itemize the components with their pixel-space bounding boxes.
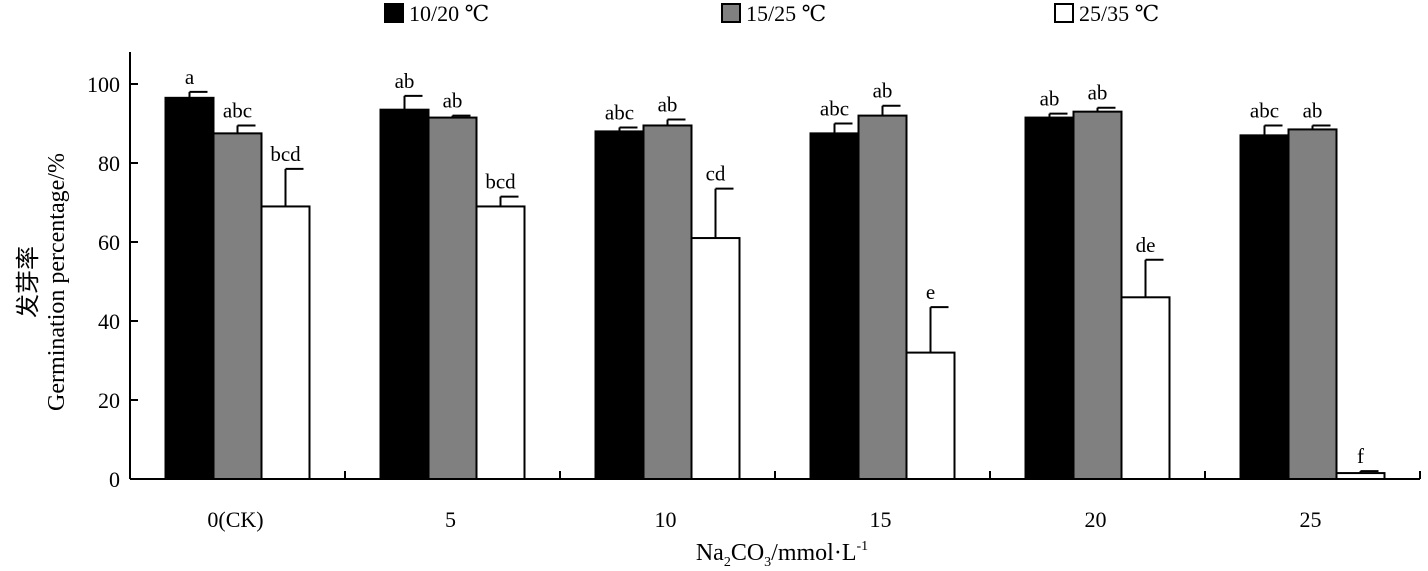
bar: [1287, 128, 1338, 481]
x-tick-label: 5: [445, 507, 456, 532]
y-tick-label: 0: [109, 467, 120, 492]
x-tick-label: 0(CK): [207, 507, 263, 532]
bar: [212, 132, 263, 480]
significance-letter: ab: [1303, 98, 1323, 122]
significance-letter: ab: [1088, 81, 1108, 105]
x-tick-label: 15: [870, 507, 892, 532]
significance-letter: abc: [1250, 98, 1279, 122]
y-tick-label: 60: [98, 230, 120, 255]
bar: [164, 96, 215, 480]
bar: [1239, 134, 1290, 480]
y-tick-label: 100: [87, 72, 120, 97]
y-axis: 0 20 40 60 80 100: [87, 52, 138, 492]
legend-swatch: [384, 3, 404, 23]
bar: [427, 116, 478, 480]
significance-letter: cd: [706, 162, 726, 186]
y-tick-label: 40: [98, 309, 120, 334]
bar: [857, 114, 908, 480]
significance-letter: abc: [605, 100, 634, 124]
significance-letter: ab: [873, 79, 893, 103]
bar: [1024, 116, 1075, 480]
legend-swatch: [1054, 3, 1074, 23]
bar: [809, 132, 860, 480]
x-axis: 0(CK) 5 10 15 20 25: [130, 471, 1421, 532]
x-tick-label: 20: [1085, 507, 1107, 532]
x-tick-label: 10: [655, 507, 677, 532]
y-tick-label: 20: [98, 388, 120, 413]
bar: [475, 205, 526, 480]
bar: [594, 130, 645, 480]
bar: [1120, 296, 1171, 480]
bar: [1072, 110, 1123, 481]
significance-letter: abc: [820, 97, 849, 121]
significance-letter: abc: [223, 98, 252, 122]
legend-label: 25/35 ℃: [1079, 1, 1159, 26]
significance-letter: de: [1136, 233, 1156, 257]
significance-letter: ab: [443, 89, 463, 113]
y-axis-title-cn: 发芽率: [15, 246, 42, 318]
significance-letter: ab: [395, 69, 415, 93]
bar: [642, 124, 693, 480]
bar: [905, 351, 956, 481]
x-tick-label: 25: [1300, 507, 1322, 532]
y-axis-title: 发芽率 Germination percentage/%: [15, 153, 70, 411]
significance-letter: bcd: [270, 142, 301, 166]
significance-letter: f: [1357, 444, 1364, 468]
significance-letter: ab: [658, 93, 678, 117]
bar: [1335, 472, 1386, 481]
significance-letter: ab: [1040, 87, 1060, 111]
significance-letter: e: [926, 280, 935, 304]
bar: [379, 108, 430, 481]
y-tick-label: 80: [98, 151, 120, 176]
significance-letter: bcd: [485, 170, 516, 194]
legend-swatch: [721, 3, 741, 23]
legend: 10/20 ℃ 15/25 ℃ 25/35 ℃: [384, 1, 1159, 26]
bar: [690, 237, 741, 480]
bar: [260, 205, 311, 480]
legend-label: 10/20 ℃: [409, 1, 489, 26]
y-axis-title-en: Germination percentage/%: [44, 153, 70, 411]
significance-letter: a: [185, 65, 195, 89]
legend-label: 15/25 ℃: [746, 1, 826, 26]
x-axis-title: Na2CO3/mmol·L-1: [696, 539, 868, 570]
